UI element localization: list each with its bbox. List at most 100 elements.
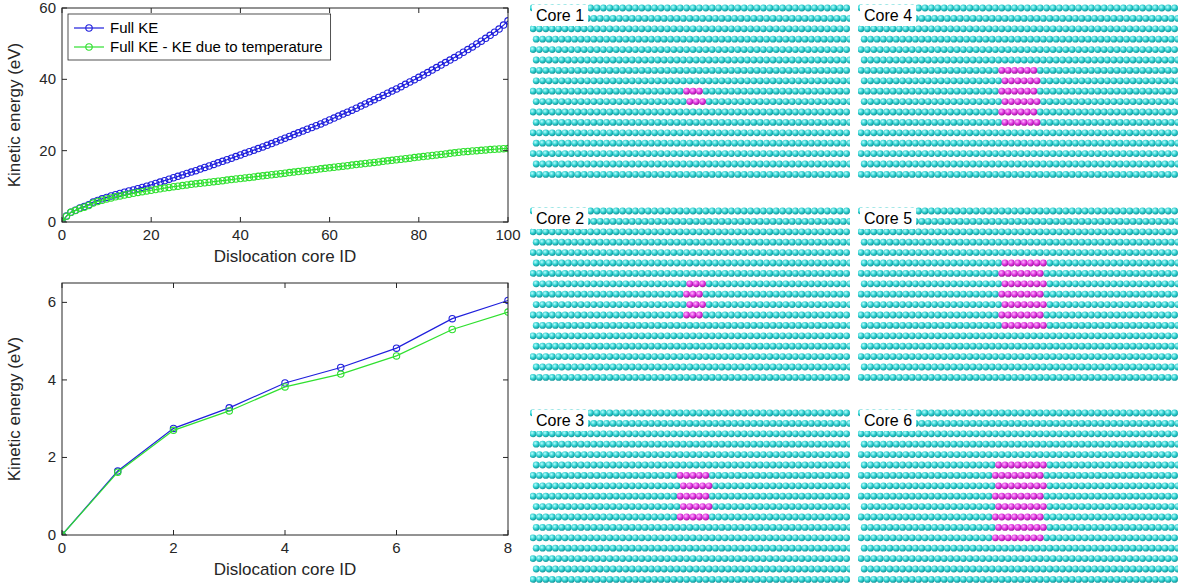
atom bbox=[530, 228, 536, 235]
atom bbox=[696, 5, 703, 12]
atom bbox=[584, 77, 591, 84]
atom bbox=[674, 218, 681, 225]
atom bbox=[651, 291, 658, 298]
atom bbox=[584, 98, 591, 105]
atom bbox=[632, 171, 639, 178]
atom bbox=[706, 280, 713, 287]
atom bbox=[610, 140, 617, 147]
atom bbox=[584, 343, 591, 350]
atom bbox=[830, 88, 837, 95]
atom bbox=[786, 67, 793, 74]
atom bbox=[690, 46, 697, 53]
atom bbox=[565, 280, 572, 287]
atom bbox=[568, 129, 575, 136]
x-tick bbox=[285, 530, 286, 535]
atom bbox=[530, 249, 536, 256]
atom bbox=[776, 77, 783, 84]
atom bbox=[763, 343, 770, 350]
atom bbox=[776, 239, 783, 246]
atom bbox=[840, 239, 847, 246]
atom bbox=[584, 280, 591, 287]
atom bbox=[622, 57, 629, 64]
atom bbox=[744, 36, 751, 43]
chart: 0204060801000204060Dislocation core IDKi… bbox=[5, 0, 521, 266]
atom bbox=[744, 119, 751, 126]
atom bbox=[744, 98, 751, 105]
atom bbox=[654, 140, 661, 147]
atom bbox=[626, 249, 633, 256]
atom bbox=[590, 57, 597, 64]
atom bbox=[635, 218, 642, 225]
atom bbox=[702, 208, 709, 215]
atom bbox=[715, 228, 722, 235]
atom bbox=[536, 109, 543, 116]
atom bbox=[766, 332, 773, 339]
atom bbox=[552, 260, 559, 267]
atom bbox=[786, 46, 793, 53]
atom bbox=[830, 171, 837, 178]
atom bbox=[638, 171, 645, 178]
atom bbox=[750, 161, 757, 168]
atom bbox=[757, 140, 764, 147]
atom bbox=[827, 322, 834, 329]
atom bbox=[683, 129, 690, 136]
atom bbox=[811, 270, 818, 277]
atom bbox=[731, 77, 738, 84]
atom bbox=[590, 239, 597, 246]
atom bbox=[584, 301, 591, 308]
x-tick-label: 100 bbox=[495, 226, 520, 243]
atom bbox=[693, 36, 700, 43]
atom bbox=[757, 280, 764, 287]
atom bbox=[638, 129, 645, 136]
atom bbox=[683, 228, 690, 235]
atom bbox=[741, 46, 748, 53]
atom bbox=[728, 208, 735, 215]
atom bbox=[776, 98, 783, 105]
atom bbox=[680, 343, 687, 350]
atom bbox=[622, 343, 629, 350]
atom bbox=[715, 109, 722, 116]
atom bbox=[811, 208, 818, 215]
atom bbox=[658, 25, 665, 32]
atom bbox=[562, 25, 569, 32]
atom bbox=[827, 280, 834, 287]
atom bbox=[808, 260, 815, 267]
atom bbox=[626, 5, 633, 12]
atom bbox=[766, 67, 773, 74]
atom bbox=[629, 36, 636, 43]
atom bbox=[600, 129, 607, 136]
atom bbox=[674, 301, 681, 308]
atom bbox=[834, 98, 841, 105]
marker bbox=[77, 205, 83, 211]
series-line bbox=[62, 312, 508, 535]
atom bbox=[594, 5, 601, 12]
atom bbox=[798, 208, 805, 215]
x-axis-title: Dislocation core ID bbox=[214, 560, 357, 579]
atom bbox=[725, 36, 732, 43]
atom bbox=[818, 270, 825, 277]
atom bbox=[827, 140, 834, 147]
atom bbox=[773, 208, 780, 215]
atom bbox=[725, 15, 732, 22]
atom bbox=[824, 270, 831, 277]
atom bbox=[613, 228, 620, 235]
atom bbox=[731, 239, 738, 246]
atom bbox=[709, 109, 716, 116]
atom bbox=[750, 239, 757, 246]
atom bbox=[725, 280, 732, 287]
atom bbox=[830, 150, 837, 157]
atom bbox=[824, 129, 831, 136]
atom bbox=[629, 301, 636, 308]
atom bbox=[754, 150, 761, 157]
atom bbox=[597, 218, 604, 225]
atom bbox=[600, 208, 607, 215]
atom bbox=[805, 249, 812, 256]
atom bbox=[606, 171, 613, 178]
marker bbox=[483, 35, 489, 41]
atom bbox=[702, 332, 709, 339]
atom bbox=[629, 343, 636, 350]
atom bbox=[680, 280, 687, 287]
atom bbox=[664, 109, 671, 116]
atom bbox=[654, 98, 661, 105]
atom bbox=[837, 228, 844, 235]
